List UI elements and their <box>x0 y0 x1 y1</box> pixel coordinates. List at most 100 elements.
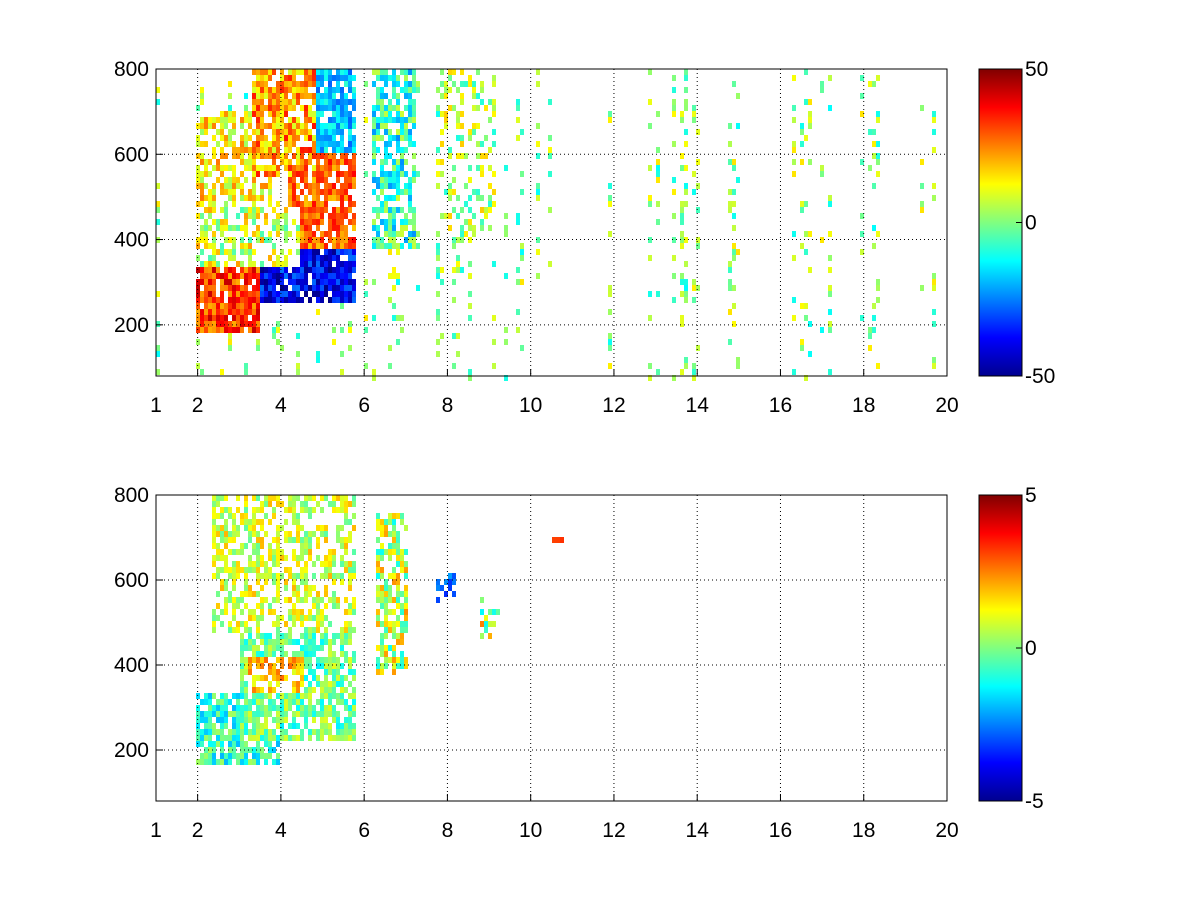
heatmap-cell <box>252 231 256 237</box>
heatmap-cell <box>220 123 224 129</box>
heatmap-cell <box>232 693 236 699</box>
heatmap-cell <box>396 573 400 579</box>
x-tick-label: 12 <box>602 819 625 842</box>
heatmap-cell <box>440 69 444 75</box>
heatmap-cell <box>444 93 448 99</box>
heatmap-cell <box>340 681 344 687</box>
heatmap-cell <box>232 267 236 273</box>
heatmap-cell <box>312 585 316 591</box>
heatmap-cell <box>400 627 404 633</box>
heatmap-cell <box>468 207 472 213</box>
heatmap-cell <box>404 657 408 663</box>
heatmap-cell <box>336 675 340 681</box>
heatmap-cell <box>300 669 304 675</box>
heatmap-cell <box>344 291 348 297</box>
heatmap-cell <box>684 99 688 105</box>
heatmap-cell <box>440 267 444 273</box>
heatmap-cell <box>468 237 472 243</box>
heatmap-cell <box>212 615 216 621</box>
heatmap-cell <box>324 573 328 579</box>
heatmap-cell <box>260 141 264 147</box>
heatmap-cell <box>388 99 392 105</box>
heatmap-cell <box>492 201 496 207</box>
heatmap-cell <box>320 213 324 219</box>
heatmap-cell <box>348 723 352 729</box>
heatmap-cell <box>372 111 376 117</box>
heatmap-cell <box>300 543 304 549</box>
heatmap-cell <box>324 201 328 207</box>
heatmap-cell <box>316 249 320 255</box>
heatmap-cell <box>240 651 244 657</box>
heatmap-cell <box>680 273 684 279</box>
heatmap-cell <box>280 525 284 531</box>
heatmap-cell <box>220 537 224 543</box>
heatmap-cell <box>396 171 400 177</box>
heatmap-cell <box>400 243 404 249</box>
heatmap-cell <box>736 177 740 183</box>
heatmap-cell <box>536 195 540 201</box>
heatmap-cell <box>332 153 336 159</box>
heatmap-cell <box>216 309 220 315</box>
heatmap-cell <box>300 153 304 159</box>
heatmap-cell <box>392 219 396 225</box>
heatmap-cell <box>372 147 376 153</box>
heatmap-cell <box>232 537 236 543</box>
heatmap-cell <box>276 339 280 345</box>
heatmap-cell <box>332 495 336 501</box>
heatmap-cell <box>400 165 404 171</box>
heatmap-cell <box>560 537 564 543</box>
heatmap-cell <box>492 141 496 147</box>
heatmap-cell <box>280 279 284 285</box>
heatmap-cell <box>296 237 300 243</box>
heatmap-cell <box>248 627 252 633</box>
heatmap-cell <box>460 111 464 117</box>
heatmap-cell <box>296 615 300 621</box>
heatmap-cell <box>344 111 348 117</box>
heatmap-cell <box>312 153 316 159</box>
heatmap-cell <box>296 609 300 615</box>
heatmap-cell <box>312 231 316 237</box>
heatmap-cell <box>224 285 228 291</box>
heatmap-cell <box>156 351 160 357</box>
heatmap-cell <box>456 237 460 243</box>
heatmap-cell <box>228 177 232 183</box>
heatmap-cell <box>228 117 232 123</box>
heatmap-cell <box>324 285 328 291</box>
heatmap-cell <box>408 237 412 243</box>
heatmap-cell <box>200 369 204 375</box>
heatmap-cell <box>300 567 304 573</box>
heatmap-cell <box>264 633 268 639</box>
heatmap-cell <box>236 153 240 159</box>
heatmap-cell <box>456 351 460 357</box>
heatmap-cell <box>696 285 700 291</box>
heatmap-cell <box>248 669 252 675</box>
heatmap-cell <box>292 735 296 741</box>
heatmap-cell <box>312 249 316 255</box>
heatmap-cell <box>736 357 740 363</box>
heatmap-cell <box>384 93 388 99</box>
heatmap-cell <box>608 339 612 345</box>
heatmap-cell <box>216 177 220 183</box>
heatmap-cell <box>316 537 320 543</box>
heatmap-cell <box>244 225 248 231</box>
heatmap-cell <box>804 315 808 321</box>
heatmap-cell <box>336 657 340 663</box>
heatmap-cell <box>244 741 248 747</box>
heatmap-cell <box>264 183 268 189</box>
heatmap-cell <box>364 291 368 297</box>
heatmap-cell <box>320 729 324 735</box>
heatmap-cell <box>348 285 352 291</box>
heatmap-cell <box>324 123 328 129</box>
heatmap-cell <box>408 183 412 189</box>
heatmap-cell <box>300 201 304 207</box>
heatmap-cell <box>268 285 272 291</box>
heatmap-cell <box>460 99 464 105</box>
heatmap-cell <box>308 69 312 75</box>
heatmap-cell <box>436 231 440 237</box>
heatmap-cell <box>400 639 404 645</box>
heatmap-cell <box>384 633 388 639</box>
heatmap-cell <box>216 495 220 501</box>
heatmap-cell <box>276 171 280 177</box>
heatmap-cell <box>296 687 300 693</box>
heatmap-cell <box>300 579 304 585</box>
